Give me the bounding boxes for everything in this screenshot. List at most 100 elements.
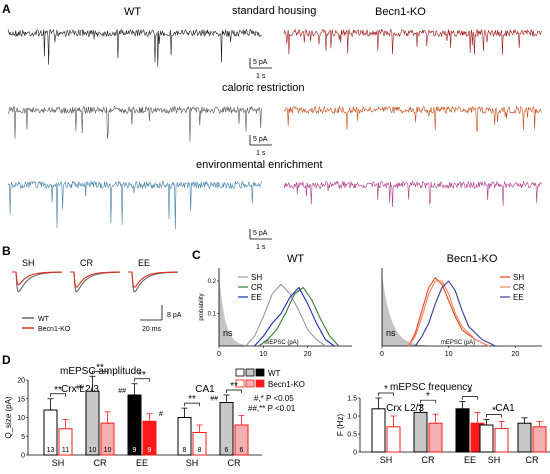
scalebar-sh (249, 58, 272, 69)
bar-sig-2-0: * (384, 384, 388, 395)
legend-d-wt: WT (268, 369, 281, 378)
bar-category-3-1: CR (526, 455, 539, 465)
bar-n-0-1-0: 10 (89, 447, 97, 454)
scalebar-cr-amp: 5 pA (253, 136, 268, 143)
bar-y-label-0: Q_size (pA) (4, 396, 13, 439)
bar-0-2-0 (127, 394, 142, 456)
legend-ko-label: Becn1-KO (38, 326, 71, 333)
legend-ko-swatch-sh (235, 379, 245, 388)
panel-label-c: C (192, 248, 201, 262)
trace-group (7, 28, 542, 230)
dist-legend-label-0-2: EE (251, 293, 262, 302)
bar-y-tick-label-0-4: 20 (17, 378, 25, 385)
scalebar-sh-amp: 5 pA (253, 59, 268, 66)
bar-y-label-2: F (Hz) (336, 414, 345, 437)
bar-title-2: Crx L2/3 (386, 403, 424, 414)
stats-p05: #,* P <0.05 (254, 394, 294, 403)
avg-trace-wt-0 (12, 271, 62, 293)
dist-legend-label-1-1: CR (513, 283, 525, 292)
avg-scalebar-time: 20 ms (142, 326, 162, 333)
bar-sig-1-1: ** (230, 381, 238, 392)
bar-n-0-1-1: 10 (104, 447, 112, 454)
bar-y-tick-label-2-2: 1.0 (347, 414, 357, 421)
legend-d-ko: Becn1-KO (268, 380, 305, 389)
x-tick-label-0-2: 20 (304, 351, 312, 358)
bar-y-tick-label-0-1: 5 (21, 434, 25, 441)
avg-trace-ko-2 (128, 271, 178, 288)
panel-label-b: B (2, 244, 11, 258)
avg-trace-ko-1 (70, 271, 120, 288)
bar-n-1-1-0: 6 (225, 447, 229, 454)
bar-sig-bracket-2-2 (462, 396, 478, 400)
condition-label-ee: environmental enrichment (196, 159, 323, 171)
condition-label-cr: caloric restriction (222, 82, 305, 94)
bar-sig-bracket-0-0 (50, 393, 66, 397)
legend-wt-swatch-ee (255, 368, 265, 377)
ns-area-0 (219, 274, 251, 346)
stats-p01: ##,** P <0.01 (248, 404, 296, 413)
bar-2-2-0 (455, 408, 470, 453)
x-label-0: mEPSC (pA) (264, 340, 298, 346)
x-label-1: mEPSC (pA) (441, 340, 475, 346)
bar-sig-0-0: ** (54, 385, 62, 396)
x-tick-label-0-1: 10 (259, 351, 267, 358)
avg-trace-ko-0 (12, 271, 62, 286)
bar-sig-0-1: ** (96, 362, 104, 373)
trace-wt-2 (7, 180, 262, 230)
bar-sig-bracket-3-0 (486, 414, 502, 418)
bar-category-2-2: EE (464, 455, 476, 465)
bar-sig-bracket-0-2 (134, 378, 150, 382)
avg-label-ee: EE (138, 258, 150, 268)
bar-category-2-0: SH (380, 455, 393, 465)
bar-n-1-0-1: 8 (198, 447, 202, 454)
bar-hash-ko-0-2: # (159, 411, 163, 418)
ns-label-1: ns (386, 328, 396, 338)
scalebar-cr (249, 135, 272, 146)
avg-label-cr: CR (80, 258, 93, 268)
legend-ko-swatch-ee (255, 379, 265, 388)
dist-line-1-1 (408, 280, 489, 347)
panel-label-a: A (2, 2, 11, 16)
dist-line-0-0 (245, 283, 326, 347)
bar-y-tick-label-2-1: 0.5 (347, 432, 357, 439)
ns-label-0: ns (223, 328, 233, 338)
bar-title-1: CA1 (195, 384, 215, 395)
scalebar-ee (249, 229, 272, 240)
bar-title-3: CA1 (495, 403, 515, 414)
scalebar-sh-time: 1 s (256, 73, 266, 80)
bar-3-0-0 (479, 424, 494, 453)
bar-sig-1-0: ** (188, 394, 196, 405)
legend-wt-swatch-sh (235, 368, 245, 377)
bar-sig-0-2: ** (138, 370, 146, 381)
trace-wt-1 (7, 105, 262, 142)
bar-category-3-0: SH (488, 455, 501, 465)
bar-n-0-2-1: 9 (148, 447, 152, 454)
avg-scalebar-amp: 8 pA (167, 312, 182, 319)
scalebar-cr-time: 1 s (256, 150, 266, 157)
dist-title-0: WT (287, 253, 304, 265)
x-tick-label-1-1: 10 (445, 351, 453, 358)
bar-y-tick-label-0-0: 0 (21, 453, 25, 460)
bar-sig-3-0: * (492, 406, 496, 417)
bar-n-0-0-0: 13 (47, 447, 55, 454)
bar-2-0-1 (386, 426, 401, 453)
bar-sig-bracket-2-0 (378, 392, 394, 396)
panel-label-d: D (2, 353, 11, 367)
dist-legend-label-0-1: CR (251, 283, 263, 292)
dist-line-1-0 (408, 277, 489, 347)
bar-category-0-2: EE (136, 458, 148, 468)
bar-sig-bracket-0-1 (92, 370, 108, 375)
bar-category-2-1: CR (422, 455, 435, 465)
avg-scalebar (140, 305, 163, 321)
bar-y-tick-label-2-3: 1.5 (347, 396, 357, 403)
avg-label-sh: SH (22, 258, 35, 268)
bar-n-1-0-0: 8 (183, 447, 187, 454)
bar-sig-2-2: * (468, 388, 472, 399)
bar-sig-2-1: * (426, 391, 430, 402)
bar-category-0-1: CR (94, 458, 107, 468)
bar-hash-0-2: ## (118, 388, 126, 395)
bar-sig-bracket-1-0 (184, 402, 200, 407)
condition-label-sh: standard housing (232, 5, 316, 17)
